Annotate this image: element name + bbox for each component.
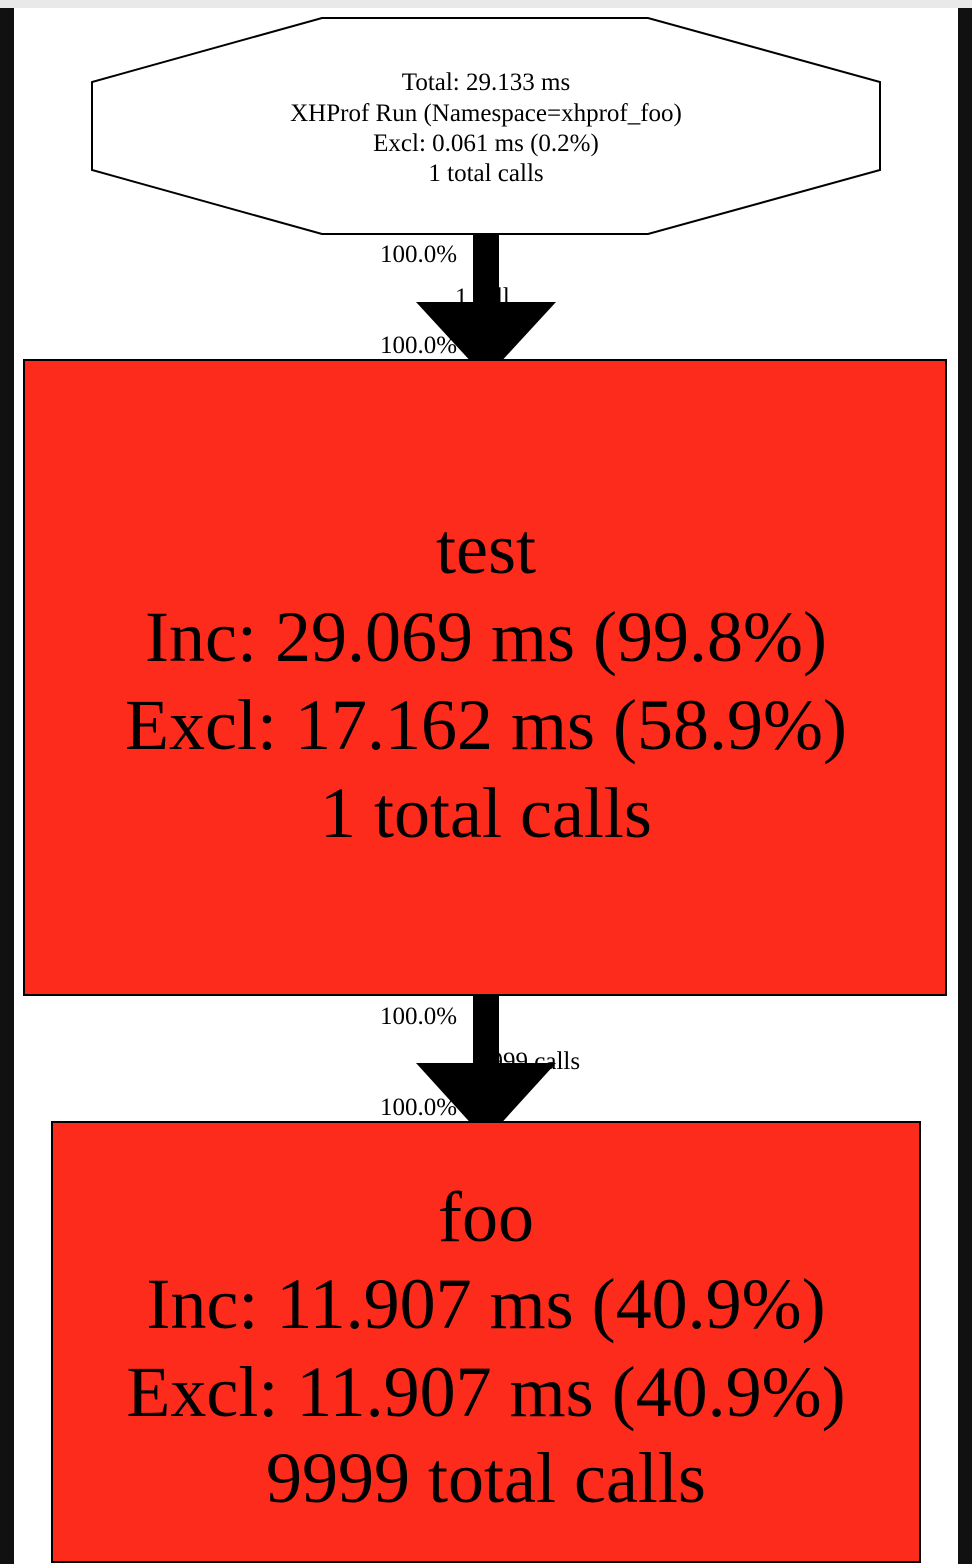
root-node-title: XHProf Run (Namespace=xhprof_foo) (290, 100, 682, 127)
foo-node-excl: Excl: 11.907 ms (40.9%) (126, 1352, 845, 1432)
test-node-name: test (436, 509, 536, 589)
callgraph-diagram: Total: 29.133 ms XHProf Run (Namespace=x… (23, 17, 947, 1563)
foo-node-shape (51, 1121, 921, 1563)
root-node-calls: 1 total calls (428, 160, 543, 187)
edge2-arrowhead (416, 1063, 556, 1140)
edge-root-to-test: 100.0% 1 call 100.0% (380, 234, 556, 378)
foo-node-name: foo (438, 1177, 534, 1257)
edge1-head-label: 100.0% (380, 332, 457, 359)
top-bar (0, 0, 972, 8)
test-node[interactable]: test Inc: 29.069 ms (99.8%) Excl: 17.162… (23, 359, 947, 996)
test-node-shape (23, 359, 947, 996)
foo-node-inc: Inc: 11.907 ms (40.9%) (146, 1264, 825, 1344)
callgraph-canvas: Total: 29.133 ms XHProf Run (Namespace=x… (14, 8, 958, 1564)
foo-node-calls: 9999 total calls (266, 1438, 706, 1518)
root-node-total: Total: 29.133 ms (402, 69, 570, 96)
edge2-shaft (473, 995, 499, 1067)
edge1-tail-label: 100.0% (380, 241, 457, 268)
root-node[interactable]: Total: 29.133 ms XHProf Run (Namespace=x… (91, 17, 881, 235)
edge1-arrowhead (416, 302, 556, 378)
foo-node[interactable]: foo Inc: 11.907 ms (40.9%) Excl: 11.907 … (51, 1121, 921, 1563)
test-node-inc: Inc: 29.069 ms (99.8%) (145, 597, 827, 677)
edge2-tail-label: 100.0% (380, 1003, 457, 1030)
root-node-shape (91, 17, 881, 235)
test-node-excl: Excl: 17.162 ms (58.9%) (125, 685, 847, 765)
edge-test-to-foo: 100.0% 9999 calls 100.0% (380, 995, 580, 1140)
test-node-calls: 1 total calls (320, 773, 652, 853)
edge2-head-label: 100.0% (380, 1094, 457, 1121)
edge1-shaft (473, 234, 499, 306)
root-node-excl: Excl: 0.061 ms (0.2%) (373, 130, 599, 157)
